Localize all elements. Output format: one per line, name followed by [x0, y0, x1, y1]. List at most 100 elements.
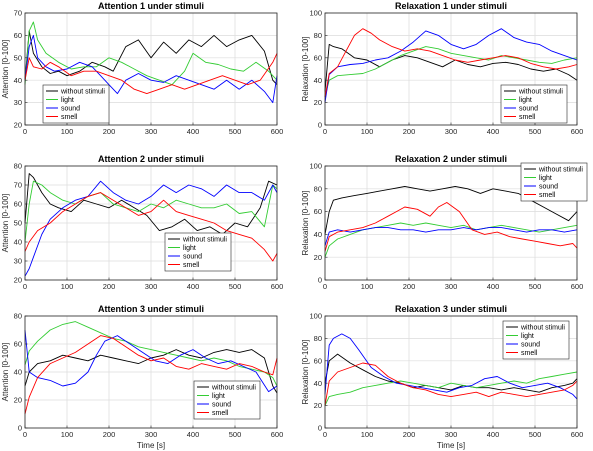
series-line-without-stimuli — [24, 173, 278, 235]
y-tick-label: 80 — [314, 31, 322, 40]
x-tick-label: 300 — [445, 430, 458, 439]
chart-title: Relaxation 2 under stimuli — [395, 154, 507, 164]
x-tick-label: 100 — [361, 127, 374, 136]
series-line-sound — [324, 28, 578, 103]
x-tick-label: 200 — [403, 282, 416, 291]
y-tick-label: 80 — [14, 162, 22, 171]
x-tick-label: 0 — [23, 127, 27, 136]
y-tick-label: 0 — [318, 424, 322, 433]
x-tick-label: 300 — [445, 282, 458, 291]
x-tick-label: 100 — [361, 282, 374, 291]
series-line-light — [24, 321, 278, 387]
series-line-smell — [24, 192, 278, 262]
y-tick-label: 100 — [309, 9, 322, 18]
series-line-smell — [324, 362, 578, 406]
x-tick-label: 400 — [487, 282, 500, 291]
legend-entry: sound — [183, 254, 202, 261]
y-tick-label: 100 — [309, 162, 322, 171]
y-tick-label: 70 — [14, 9, 22, 18]
series-line-without-stimuli — [24, 30, 278, 86]
x-tick-label: 0 — [23, 282, 27, 291]
y-axis-label: Relaxation [0-100] — [301, 37, 310, 102]
y-tick-label: 40 — [14, 368, 22, 377]
x-tick-label: 600 — [271, 127, 284, 136]
x-tick-label: 300 — [145, 282, 158, 291]
x-tick-label: 400 — [187, 127, 200, 136]
y-tick-label: 70 — [14, 181, 22, 190]
series-line-sound — [324, 227, 578, 246]
legend-entry: without stimuli — [211, 385, 256, 392]
x-tick-label: 200 — [103, 282, 116, 291]
legend-entry: without stimuli — [538, 167, 583, 174]
legend-entry: light — [183, 245, 196, 252]
series-line-light — [324, 46, 578, 98]
x-tick-label: 100 — [61, 127, 74, 136]
x-axis-label: Time [s] — [137, 441, 165, 450]
y-tick-label: 40 — [314, 379, 322, 388]
series-line-sound — [324, 333, 578, 400]
y-tick-label: 20 — [14, 396, 22, 405]
chart-panel-2: 0 100 200 300 400 500 600 0 20 40 60 80 100 Relaxatio… — [301, 1, 583, 136]
y-tick-label: 0 — [18, 424, 22, 433]
x-tick-label: 0 — [23, 430, 27, 439]
chart-title: Attention 3 under stimuli — [98, 304, 204, 314]
series-line-smell — [324, 28, 578, 98]
legend-entry: sound — [212, 402, 231, 409]
y-tick-label: 60 — [14, 340, 22, 349]
x-tick-label: 300 — [145, 430, 158, 439]
y-tick-label: 40 — [314, 76, 322, 85]
series-line-sound — [24, 180, 278, 277]
legend-entry: without stimuli — [60, 89, 105, 96]
legend-entry: without stimuli — [520, 325, 565, 332]
x-axis-label: Time [s] — [437, 441, 465, 450]
series-line-sound — [24, 329, 278, 393]
legend-entry: sound — [61, 106, 80, 113]
x-tick-label: 600 — [271, 430, 284, 439]
series-line-light — [24, 180, 278, 243]
y-tick-label: 40 — [14, 238, 22, 247]
y-tick-label: 20 — [14, 121, 22, 130]
x-tick-label: 600 — [571, 282, 584, 291]
x-tick-label: 500 — [529, 430, 542, 439]
y-tick-label: 40 — [314, 230, 322, 239]
x-tick-label: 300 — [145, 127, 158, 136]
chart-title: Attention 2 under stimuli — [98, 154, 204, 164]
legend-entry: light — [539, 175, 552, 182]
x-tick-label: 400 — [187, 282, 200, 291]
legend-entry: sound — [539, 184, 558, 191]
y-tick-label: 60 — [314, 356, 322, 365]
y-tick-label: 60 — [14, 200, 22, 209]
x-tick-label: 600 — [571, 127, 584, 136]
y-tick-label: 80 — [14, 312, 22, 321]
y-axis-label: Relaxation [0-100] — [301, 340, 310, 405]
legend-entry: smell — [521, 350, 538, 357]
y-axis-label: Relaxation [0-100] — [301, 191, 310, 256]
chart-panel-4: 0 100 200 300 400 500 600 0 20 40 60 80 100 Relaxatio… — [301, 154, 588, 291]
legend-entry: without stimuli — [182, 237, 227, 244]
x-tick-label: 500 — [229, 282, 242, 291]
y-tick-label: 30 — [14, 98, 22, 107]
y-axis-label: Attention [0-100] — [1, 343, 10, 402]
legend-entry: light — [61, 97, 74, 104]
legend-entry: light — [519, 97, 532, 104]
y-axis-label: Attention [0-100] — [1, 40, 10, 99]
legend-entry: light — [212, 393, 225, 400]
y-tick-label: 30 — [14, 257, 22, 266]
y-tick-label: 0 — [318, 276, 322, 285]
x-tick-label: 100 — [61, 282, 74, 291]
series-line-sound — [24, 34, 278, 104]
legend-entry: light — [521, 333, 534, 340]
series-line-without-stimuli — [324, 353, 578, 393]
legend-entry: smell — [61, 114, 78, 121]
series-line-without-stimuli — [324, 186, 578, 235]
series-line-smell — [324, 202, 578, 252]
x-tick-label: 0 — [323, 430, 327, 439]
series-line-light — [324, 371, 578, 406]
y-tick-label: 20 — [14, 276, 22, 285]
legend-entry: smell — [212, 410, 229, 417]
chart-title: Relaxation 3 under stimuli — [395, 304, 507, 314]
